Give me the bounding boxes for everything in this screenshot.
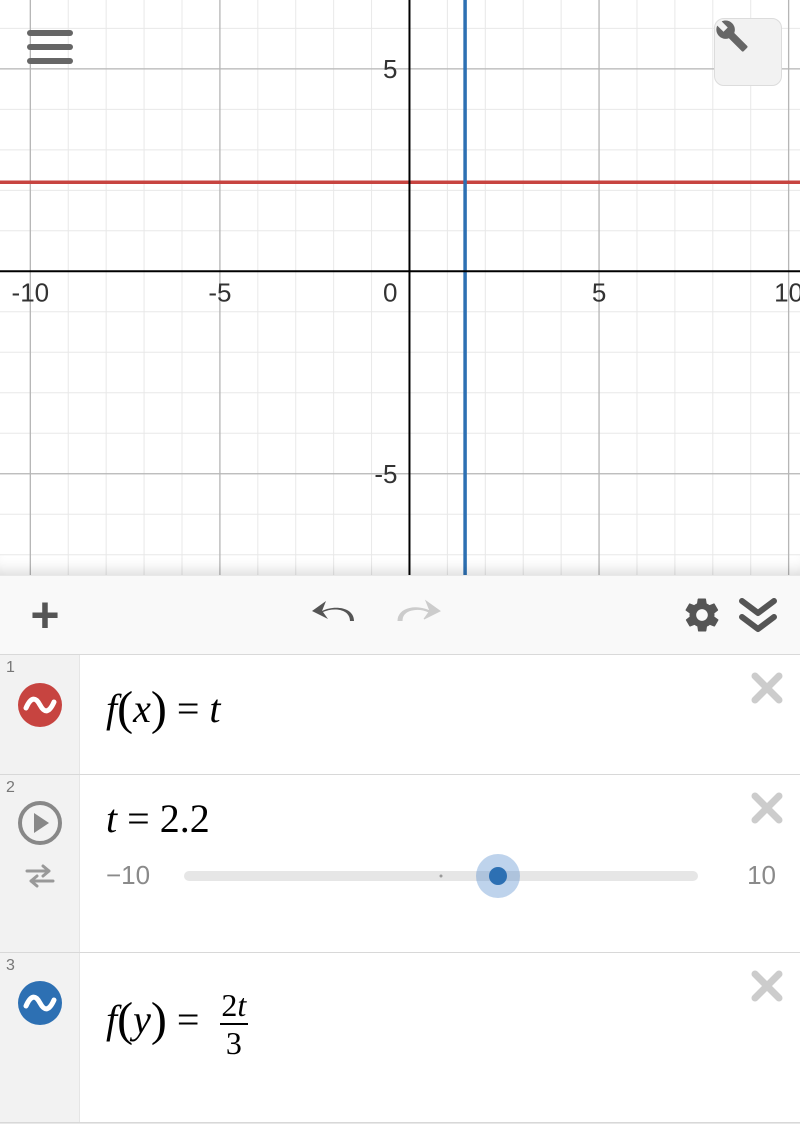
redo-icon <box>388 597 444 633</box>
expression-row[interactable]: 1 f(x) = t <box>0 655 800 775</box>
slider-min-label[interactable]: −10 <box>106 860 166 891</box>
expression-toolbar: + <box>0 575 800 655</box>
close-icon <box>750 969 784 1003</box>
expression-body[interactable]: t = 2.2 −10 10 <box>80 775 800 952</box>
slider-track[interactable] <box>184 871 698 881</box>
expression-row[interactable]: 3 f(y) = 2t3 <box>0 953 800 1123</box>
loop-icon <box>23 863 57 889</box>
color-swatch-icon[interactable] <box>18 683 62 727</box>
row-gutter <box>0 953 80 1122</box>
close-icon <box>750 791 784 825</box>
svg-text:-10: -10 <box>12 277 50 307</box>
expression-settings-button[interactable] <box>682 595 722 635</box>
svg-text:10: 10 <box>774 277 800 307</box>
play-slider-button[interactable] <box>18 801 62 845</box>
svg-text:5: 5 <box>592 277 606 307</box>
color-swatch-icon[interactable] <box>18 981 62 1025</box>
svg-text:5: 5 <box>383 54 397 84</box>
add-expression-button[interactable]: + <box>20 586 70 644</box>
row-number: 1 <box>6 659 15 677</box>
svg-text:0: 0 <box>383 277 397 307</box>
expression-list: 1 f(x) = t 2 <box>0 655 800 1126</box>
slider-thumb[interactable] <box>489 867 507 885</box>
expression-body[interactable]: f(y) = 2t3 <box>80 953 800 1122</box>
slider-tick <box>440 874 443 877</box>
wrench-settings-button[interactable] <box>714 18 782 86</box>
expression-row[interactable]: 2 t = 2.2 <box>0 775 800 953</box>
undo-icon <box>308 597 364 633</box>
expression-body[interactable]: f(x) = t <box>80 655 800 774</box>
expression-math: f(y) = 2t3 <box>106 997 252 1042</box>
play-icon <box>34 813 49 833</box>
redo-button[interactable] <box>388 597 444 633</box>
chevron-double-down-icon <box>736 595 780 635</box>
svg-text:-5: -5 <box>374 459 397 489</box>
row-number: 2 <box>6 779 15 797</box>
row-number: 3 <box>6 957 15 975</box>
slider[interactable]: −10 10 <box>106 860 776 891</box>
loop-mode-button[interactable] <box>23 863 57 894</box>
wrench-icon <box>715 19 749 53</box>
slider-max-label[interactable]: 10 <box>716 860 776 891</box>
delete-row-button[interactable] <box>750 671 784 710</box>
graph-canvas[interactable]: -10 -5 0 5 10 -5 5 <box>0 0 800 575</box>
close-icon <box>750 671 784 705</box>
collapse-list-button[interactable] <box>736 595 780 635</box>
hamburger-menu-icon[interactable] <box>27 30 73 68</box>
delete-row-button[interactable] <box>750 791 784 830</box>
svg-text:-5: -5 <box>208 277 231 307</box>
expression-math: t = 2.2 <box>106 796 210 841</box>
expression-math: f(x) = t <box>106 686 221 731</box>
empty-area[interactable] <box>0 1123 800 1124</box>
delete-row-button[interactable] <box>750 969 784 1008</box>
undo-button[interactable] <box>308 597 364 633</box>
row-gutter <box>0 775 80 952</box>
gear-icon <box>682 595 722 635</box>
